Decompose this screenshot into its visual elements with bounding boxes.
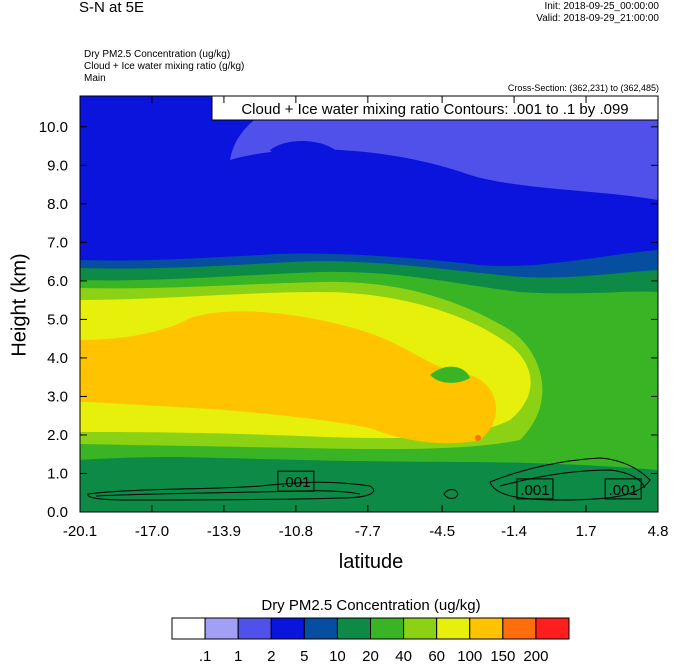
y-tick-label: 10.0: [39, 119, 68, 136]
x-tick-label: -17.0: [135, 523, 169, 540]
colorbar-label: 200: [523, 648, 548, 665]
colorbar-swatch: [404, 618, 437, 639]
colorbar-label: 100: [457, 648, 482, 665]
colorbar-label: 10: [329, 648, 346, 665]
colorbar-swatch: [437, 618, 470, 639]
colorbar-swatch: [536, 618, 569, 639]
y-tick-label: 7.0: [47, 234, 68, 251]
colorbar: .1 1 2 5 10 20 40 60 100 150 200: [172, 618, 569, 665]
colorbar-label: 150: [490, 648, 515, 665]
y-tick-label: 3.0: [47, 388, 68, 405]
y-tick-label: 0.0: [47, 504, 68, 521]
x-tick-label: -20.1: [63, 523, 97, 540]
x-tick-label: -1.4: [501, 523, 527, 540]
contour-legend-box: Cloud + Ice water mixing ratio Contours:…: [212, 96, 658, 120]
y-tick-label: 9.0: [47, 157, 68, 174]
colorbar-swatch: [337, 618, 370, 639]
x-tick-label: 4.8: [648, 523, 669, 540]
concentration-field: [80, 96, 658, 512]
field-band-200-max: [475, 435, 481, 441]
colorbar-label: 20: [362, 648, 379, 665]
colorbar-swatch: [470, 618, 503, 639]
x-tick-label: -10.8: [279, 523, 313, 540]
colorbar-label: 1: [234, 648, 242, 665]
colorbar-label: 60: [428, 648, 445, 665]
colorbar-swatch: [238, 618, 271, 639]
y-tick-label: 8.0: [47, 196, 68, 213]
x-tick-label: -4.5: [429, 523, 455, 540]
colorbar-swatch: [503, 618, 536, 639]
x-tick-label: 1.7: [576, 523, 597, 540]
contour-legend-text: Cloud + Ice water mixing ratio Contours:…: [241, 101, 628, 118]
colorbar-swatch: [371, 618, 404, 639]
colorbar-swatch: [172, 618, 205, 639]
colorbar-label: 5: [300, 648, 308, 665]
y-tick-label: 1.0: [47, 465, 68, 482]
colorbar-swatch: [304, 618, 337, 639]
colorbar-label: 2: [267, 648, 275, 665]
x-tick-label: -13.9: [207, 523, 241, 540]
colorbar-label: .1: [199, 648, 212, 665]
contour-label: .001: [520, 482, 549, 499]
colorbar-swatch: [205, 618, 238, 639]
colorbar-swatch: [271, 618, 304, 639]
y-tick-label: 4.0: [47, 350, 68, 367]
y-tick-label: 2.0: [47, 427, 68, 444]
contour-label: .001: [281, 474, 310, 491]
y-tick-label: 6.0: [47, 273, 68, 290]
x-tick-label: -7.7: [355, 523, 381, 540]
contour-label: .001: [609, 482, 638, 499]
y-tick-label: 5.0: [47, 311, 68, 328]
colorbar-label: 40: [395, 648, 412, 665]
